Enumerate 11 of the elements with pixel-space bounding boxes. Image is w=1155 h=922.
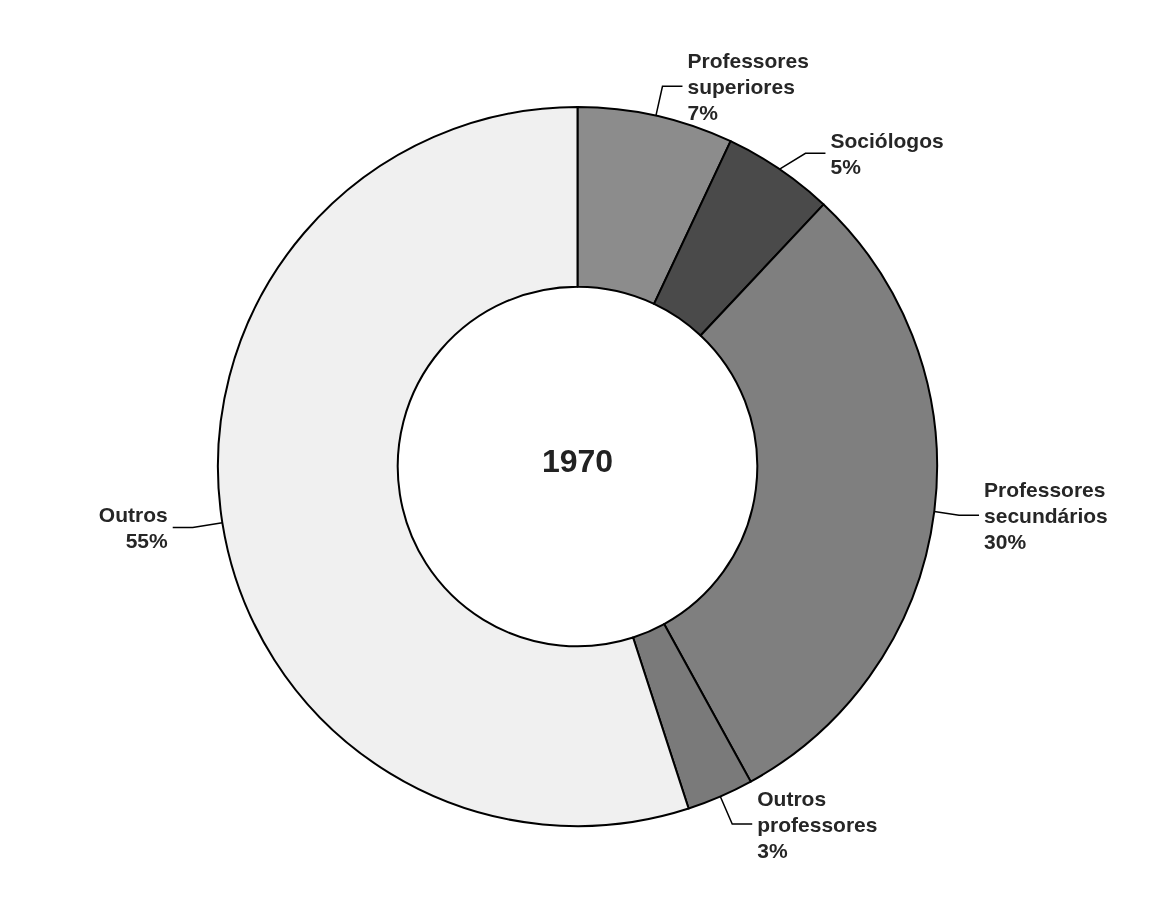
- slice-label: Outros professores: [757, 786, 878, 836]
- slice-label: Professores superiores: [687, 48, 815, 98]
- slice-label: Outros: [98, 502, 168, 526]
- slice-label: Sociólogos: [830, 128, 944, 152]
- data-label: 5%: [830, 154, 862, 178]
- slice-label: Professores secundários: [984, 477, 1112, 527]
- text: 1970: [541, 443, 614, 479]
- data-label: 30%: [984, 529, 1027, 553]
- data-label: 55%: [125, 528, 169, 552]
- data-label: 3%: [757, 838, 788, 862]
- data-label: 7%: [687, 100, 719, 124]
